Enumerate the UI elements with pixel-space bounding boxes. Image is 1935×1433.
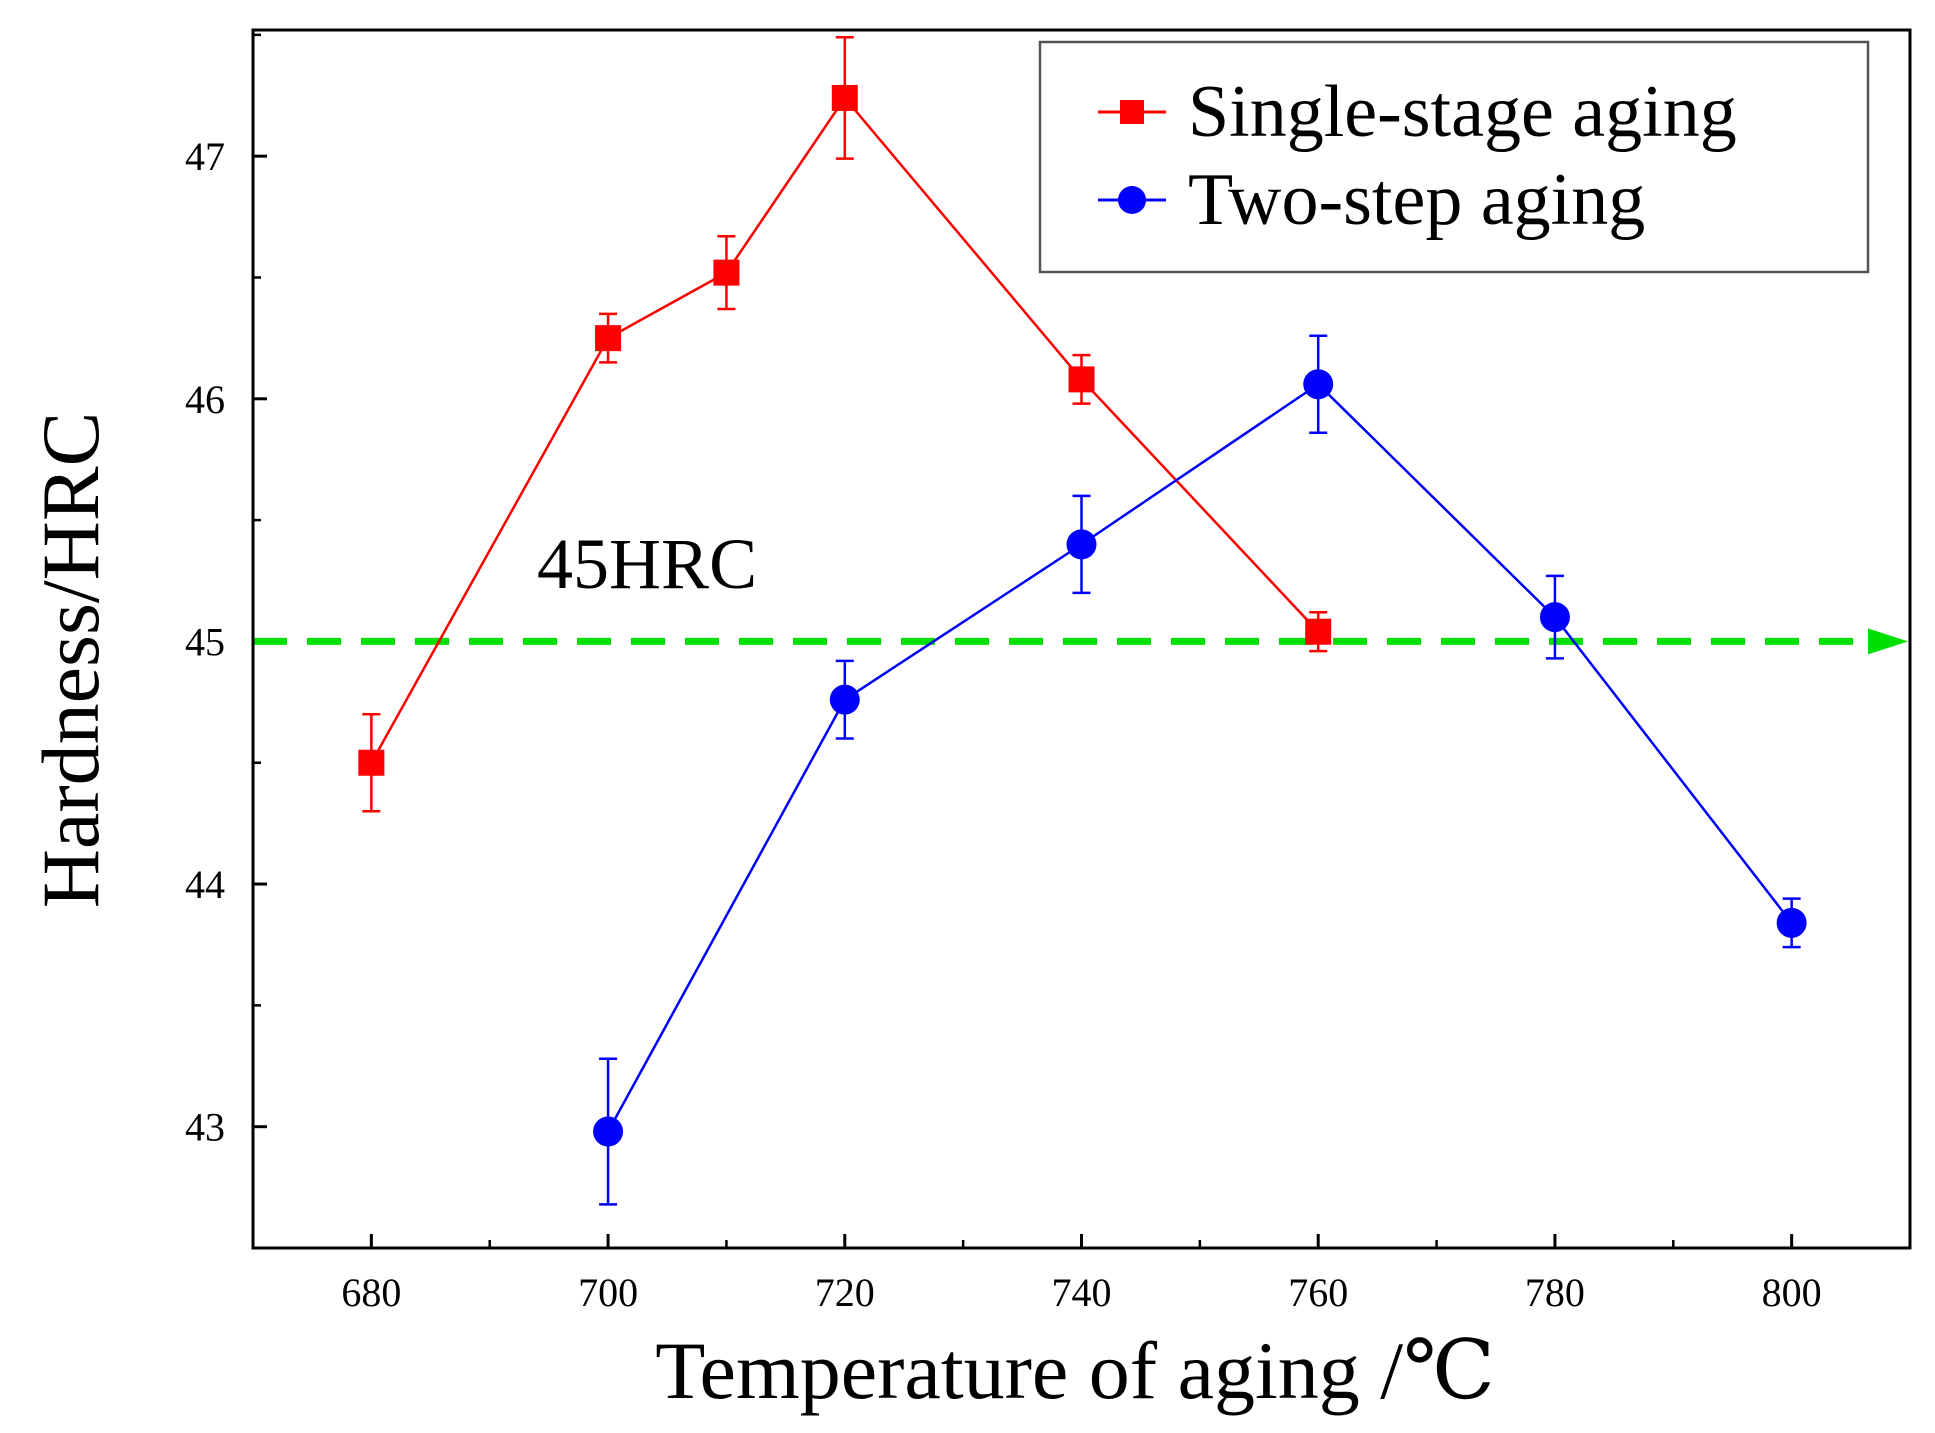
legend-label: Single-stage aging: [1188, 71, 1737, 153]
data-point: [358, 749, 385, 776]
x-tick-label: 700: [578, 1270, 638, 1315]
x-tick-label: 720: [815, 1270, 875, 1315]
plot-frame: [251, 28, 1912, 1250]
data-point: [829, 684, 860, 715]
y-tick-label: 44: [185, 862, 225, 907]
x-tick-label: 800: [1762, 1270, 1822, 1315]
plot-area: 43 44 45 46 47 680 700 720 740 760 780 800 45HRC: [185, 28, 1912, 1315]
data-point: [593, 1116, 624, 1147]
data-point: [595, 325, 622, 352]
x-axis-title: Temperature of aging /℃: [655, 1325, 1495, 1416]
data-point: [713, 259, 740, 286]
series-group: [358, 36, 1807, 1206]
reference-line-group: 45HRC: [253, 524, 1908, 655]
series-line: [606, 382, 1793, 1133]
x-tick-label: 740: [1052, 1270, 1112, 1315]
reference-line-arrow: [1868, 628, 1908, 655]
reference-line-label: 45HRC: [537, 524, 757, 604]
data-point: [1539, 602, 1570, 633]
data-point: [1066, 529, 1097, 560]
data-point: [1776, 907, 1807, 938]
series-1: [358, 36, 1332, 813]
x-tick-label: 680: [341, 1270, 401, 1315]
x-tick-label: 780: [1525, 1270, 1585, 1315]
series-2: [593, 334, 1807, 1206]
y-tick-label: 45: [185, 619, 225, 664]
data-point: [1305, 618, 1332, 645]
series-line: [370, 95, 1320, 764]
y-axis-title: Hardness/HRC: [25, 412, 116, 909]
y-tick-label: 43: [185, 1105, 225, 1150]
y-tick-label: 47: [185, 134, 225, 179]
y-ticks: 43 44 45 46 47: [185, 33, 267, 1150]
x-ticks: 680 700 720 740 760 780 800: [341, 1234, 1822, 1315]
y-tick-label: 46: [185, 377, 225, 422]
data-point: [1303, 369, 1334, 400]
data-point: [831, 84, 858, 111]
legend-label: Two-step aging: [1188, 159, 1645, 241]
legend-marker: [1120, 100, 1144, 124]
x-tick-label: 760: [1288, 1270, 1348, 1315]
data-point: [1068, 366, 1095, 393]
legend-box: [1038, 40, 1870, 274]
legend-marker: [1118, 186, 1146, 214]
